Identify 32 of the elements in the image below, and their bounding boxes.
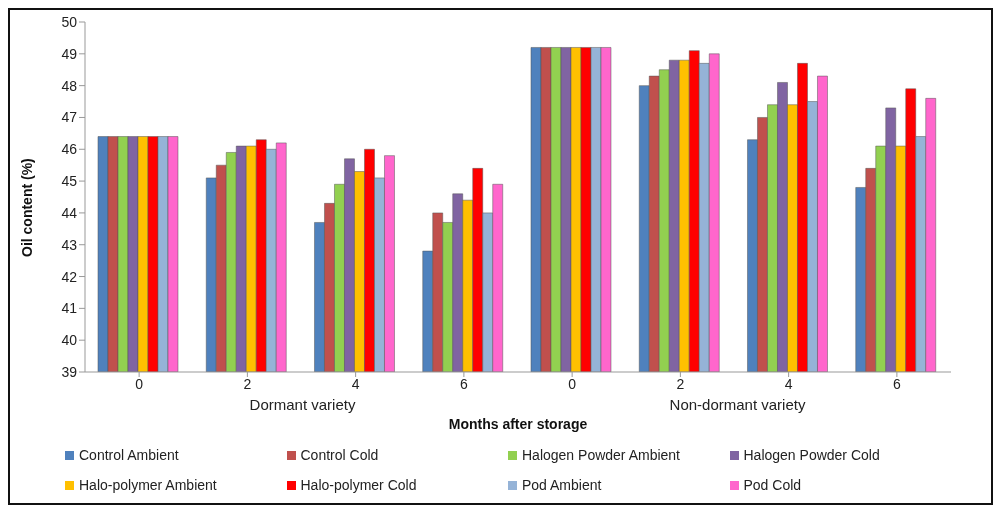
y-tick-label: 45 [61,173,78,190]
x-tick-label: 2 [676,375,685,392]
x-tick-label: 4 [351,375,360,392]
legend-label: Halogen Powder Ambient [522,447,680,463]
x-tick-label: 4 [784,375,793,392]
legend-label: Halo-polymer Ambient [79,477,217,493]
text: Non-dormant variety [668,396,807,413]
text: Dormant variety [248,396,357,413]
y-tick-label: 50 [61,13,78,30]
legend-label: Halogen Powder Cold [743,447,880,463]
y-tick-label: 41 [61,300,78,317]
y-tick-label: 47 [61,109,78,126]
x-tick-label: 6 [459,375,468,392]
x-tick-label: 2 [243,375,252,392]
legend-label: Halo-polymer Cold [300,477,417,493]
y-tick-label: 42 [61,268,78,285]
legend-label: Pod Ambient [522,477,602,493]
x-tick-label: 0 [568,375,577,392]
y-tick-label: 46 [61,141,78,158]
legend-label: Control Cold [300,447,379,463]
x-axis-title: Months after storage [448,416,588,432]
x-tick-label: 0 [135,375,144,392]
y-tick-label: 40 [61,332,78,349]
y-axis-title: Oil content (%) [18,158,35,257]
x-tick-label: 6 [892,375,901,392]
y-tick-label: 44 [61,204,78,221]
legend-label: Pod Cold [743,477,802,493]
legend-label: Control Ambient [79,447,179,463]
y-tick-label: 39 [61,363,78,380]
y-tick-label: 48 [61,77,78,94]
y-tick-label: 43 [61,236,78,253]
y-tick-label: 49 [61,45,78,62]
